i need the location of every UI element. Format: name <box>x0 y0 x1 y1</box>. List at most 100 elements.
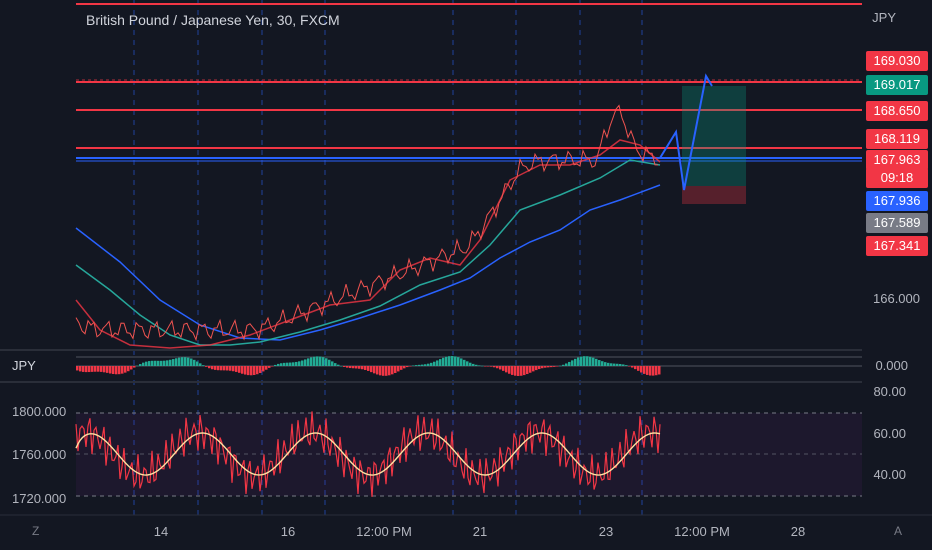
oscillator-bar <box>529 366 532 373</box>
oscillator-bar <box>304 359 307 366</box>
oscillator-bar <box>379 366 382 376</box>
oscillator-bar <box>526 366 529 375</box>
oscillator-bar <box>565 363 568 366</box>
oscillator-bar <box>610 363 613 366</box>
oscillator-bar <box>409 366 412 367</box>
oscillator-bar <box>553 366 556 367</box>
oscillator-bar <box>160 360 163 366</box>
oscillator-bar <box>244 366 247 375</box>
oscillator-bar <box>208 366 211 369</box>
oscillator-bar <box>331 361 334 366</box>
oscillator-bar <box>616 363 619 366</box>
oscillator-bar <box>232 366 235 372</box>
oscillator-bar <box>424 364 427 366</box>
oscillator-bar <box>91 366 94 372</box>
oscillator-bar <box>391 366 394 375</box>
oscillator-bar <box>193 359 196 366</box>
currency-label: JPY <box>872 10 896 25</box>
oscillator-bar <box>571 360 574 366</box>
chart-title[interactable]: British Pound / Japanese Yen, 30, FXCM <box>86 12 340 28</box>
oscillator-bar <box>169 359 172 366</box>
oscillator-bar <box>109 366 112 374</box>
oscillator-bar <box>298 361 301 366</box>
oscillator-bar <box>541 366 544 369</box>
oscillator-bar <box>145 361 148 366</box>
oscillator-bar <box>544 366 547 368</box>
oscillator-bar <box>493 366 496 368</box>
oscillator-bar <box>448 356 451 366</box>
oscillator-bar <box>574 358 577 366</box>
oscillator-bar <box>604 362 607 366</box>
oscillator-bar <box>196 361 199 366</box>
oscillator-bar <box>220 366 223 371</box>
price-tag-167936: 167.936 <box>866 191 928 211</box>
oscillator-bar <box>514 366 517 376</box>
oscillator-bar <box>340 365 343 367</box>
x-tick-23: 23 <box>598 524 614 539</box>
oscillator-bar <box>496 366 499 369</box>
oscillator-bar <box>385 366 388 376</box>
oscillator-bar <box>559 365 562 367</box>
auto-scale-button[interactable]: A <box>894 524 903 538</box>
oscillator-bar <box>586 356 589 366</box>
oscillator-bar <box>568 361 571 366</box>
oscillator-bar <box>277 363 280 366</box>
rsi-left-value-1: 1800.000 <box>12 404 67 419</box>
oscillator-bar <box>154 360 157 366</box>
oscillator-bar <box>439 359 442 366</box>
oscillator-bar <box>100 366 103 372</box>
oscillator-bar <box>433 361 436 366</box>
oscillator-bar <box>307 358 310 366</box>
oscillator-bar <box>358 366 361 369</box>
x-tick-16: 16 <box>280 524 296 539</box>
oscillator-bar <box>388 366 391 376</box>
oscillator-bar <box>229 366 232 371</box>
oscillator-bar <box>85 366 88 373</box>
oscillator-bar <box>427 363 430 366</box>
oscillator-bar <box>319 356 322 366</box>
timezone-button[interactable]: Z <box>32 524 40 538</box>
oscillator-bar <box>118 366 121 375</box>
oscillator-bar <box>613 363 616 366</box>
oscillator-bar <box>538 366 541 370</box>
oscillator-bar <box>412 365 415 366</box>
oscillator-bar <box>472 363 475 366</box>
oscillator-bar <box>295 361 298 366</box>
oscillator-bar <box>262 366 265 372</box>
oscillator-bar <box>280 363 283 366</box>
oscillator-bar <box>103 366 106 373</box>
oscillator-bar <box>124 366 127 373</box>
oscillator-bar <box>88 366 91 373</box>
oscillator-bar <box>457 357 460 366</box>
oscillator-bar <box>256 366 259 375</box>
oscillator-bar <box>655 366 658 376</box>
oscillator-bar <box>532 366 535 372</box>
oscillator-bar <box>505 366 508 373</box>
oscillator-bar <box>343 366 346 367</box>
oscillator-bar <box>76 366 79 371</box>
oscillator-bar <box>178 357 181 366</box>
oscillator-bar <box>370 366 373 373</box>
oscillator-bar <box>316 356 319 366</box>
oscillator-bar <box>556 366 559 367</box>
price-tag-167589: 167.589 <box>866 213 928 233</box>
oscillator-bar <box>601 361 604 366</box>
oscillator-bar <box>487 366 490 367</box>
oscillator-bar <box>430 362 433 366</box>
oscillator-bar <box>445 356 448 366</box>
oscillator-bar <box>265 366 268 370</box>
oscillator-bar <box>190 358 193 366</box>
oscillator-bar <box>157 360 160 366</box>
oscillator-bar <box>283 362 286 366</box>
oscillator-bar <box>268 366 271 368</box>
oscillator-bar <box>652 366 655 376</box>
oscillator-bar <box>466 361 469 366</box>
oscillator-bar <box>313 356 316 366</box>
oscillator-bar <box>508 366 511 374</box>
oscillator-bar <box>217 366 220 371</box>
oscillator-bar <box>634 366 637 370</box>
oscillator-bar <box>631 366 634 368</box>
oscillator-bar <box>523 366 526 376</box>
oscillator-bar <box>643 366 646 374</box>
